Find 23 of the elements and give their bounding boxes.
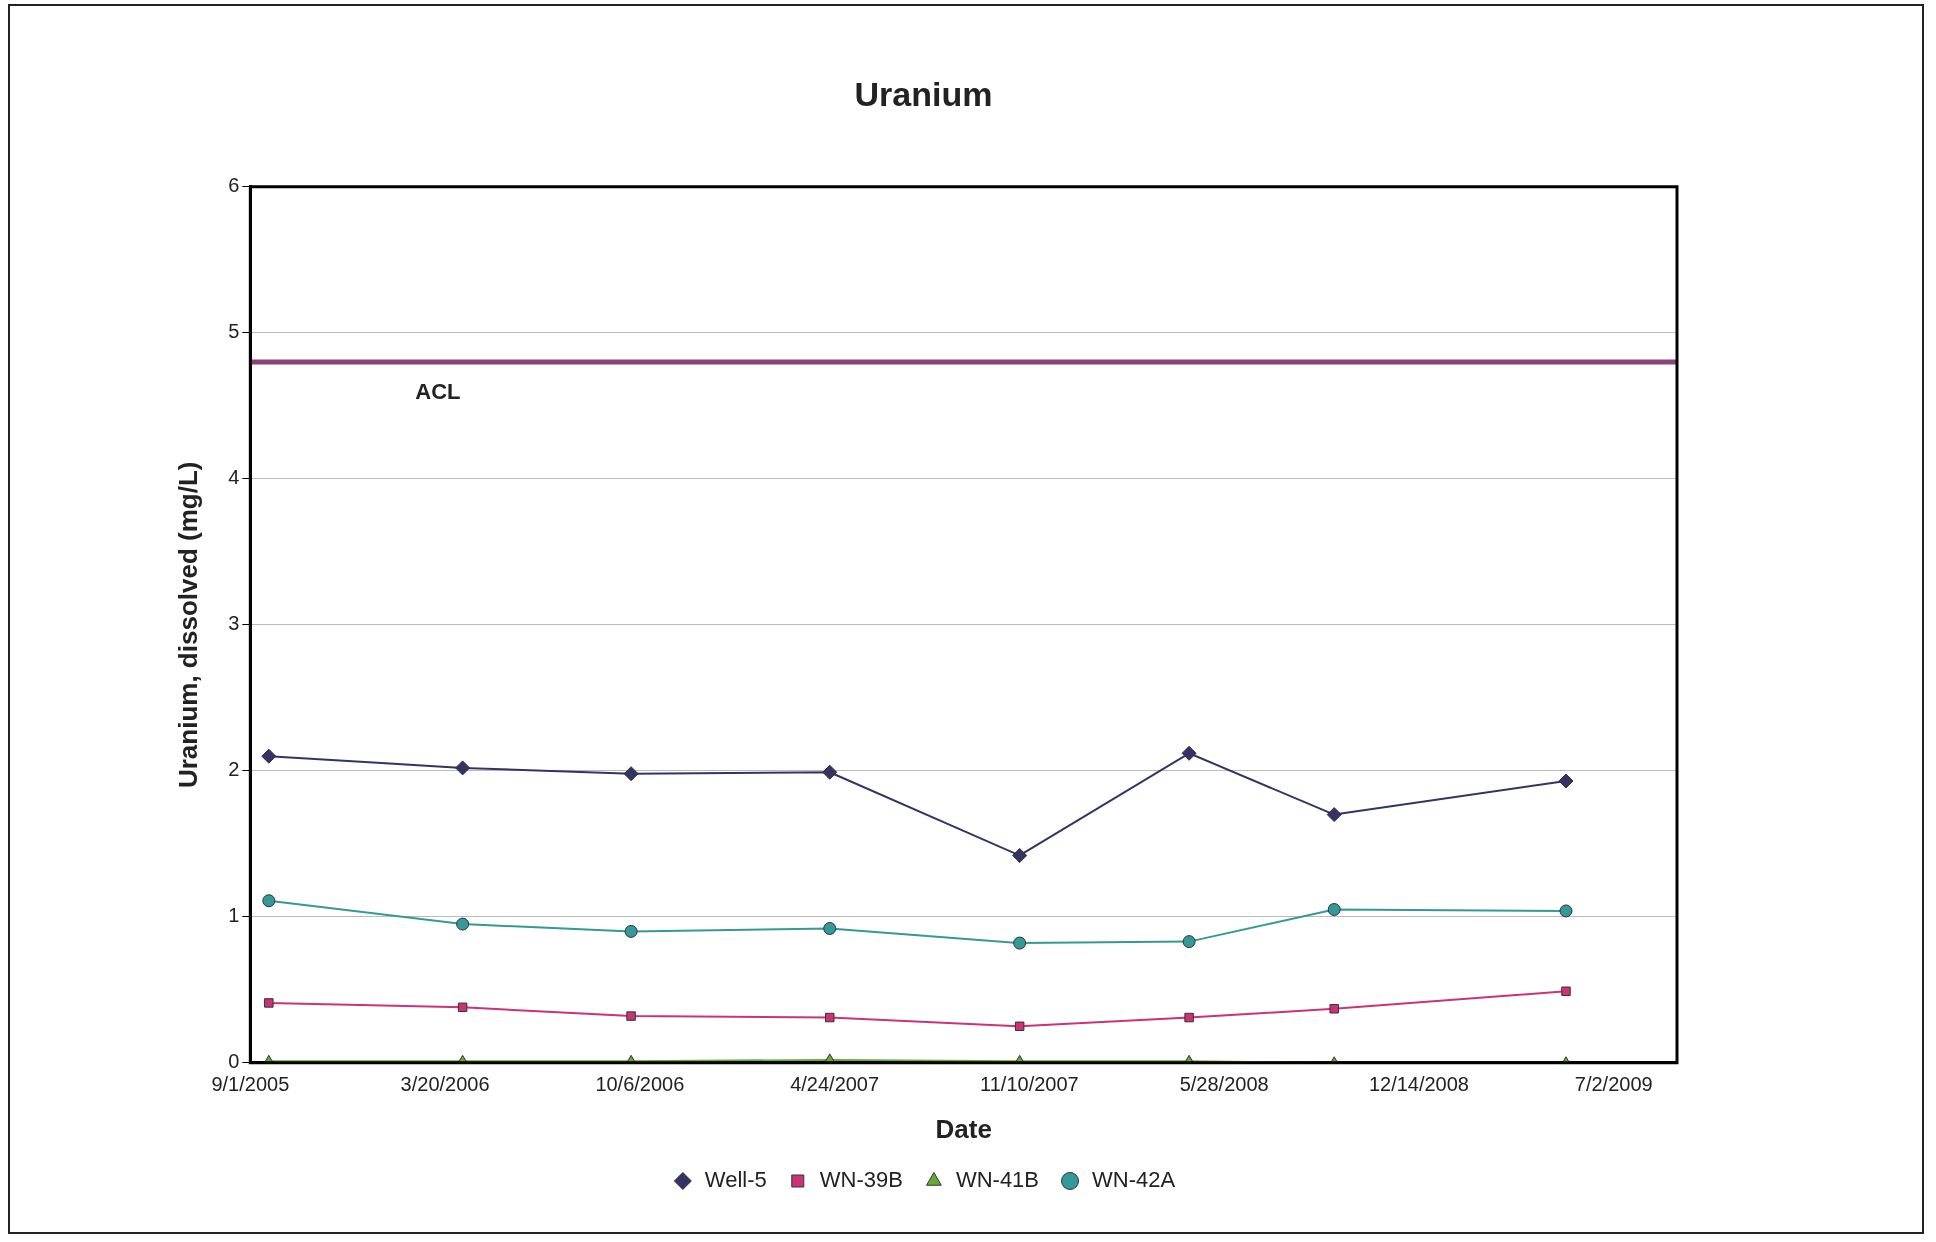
y-tick-label: 2 <box>228 758 240 781</box>
y-tick-label: 0 <box>228 1050 240 1073</box>
x-tick-label: 7/2/2009 <box>1574 1073 1653 1096</box>
x-axis-title: Date <box>935 1113 992 1144</box>
y-axis-title: Uranium, dissolved (mg/L) <box>172 461 203 789</box>
x-tick-label: 11/10/2007 <box>980 1073 1079 1096</box>
y-tick-label: 6 <box>228 174 240 197</box>
x-tick-label: 12/14/2008 <box>1368 1073 1469 1096</box>
legend-label: WN-42A <box>1092 1167 1176 1193</box>
ref-line-label: ACL <box>415 379 461 405</box>
x-tick-label: 10/6/2006 <box>595 1073 685 1096</box>
x-tick-label: 3/20/2006 <box>400 1073 490 1096</box>
legend-label: WN-41B <box>955 1167 1040 1193</box>
chart-title: Uranium <box>854 74 993 113</box>
x-tick-label: 5/28/2008 <box>1179 1073 1269 1096</box>
legend-label: Well-5 <box>704 1167 767 1193</box>
y-tick-label: 3 <box>228 612 240 635</box>
y-tick-label: 1 <box>228 904 240 927</box>
y-tick-label: 5 <box>228 320 240 343</box>
legend-label: WN-39B <box>819 1167 903 1193</box>
y-tick-label: 4 <box>228 466 240 489</box>
x-tick-label: 4/24/2007 <box>790 1073 880 1096</box>
x-tick-label: 9/1/2005 <box>211 1073 290 1096</box>
